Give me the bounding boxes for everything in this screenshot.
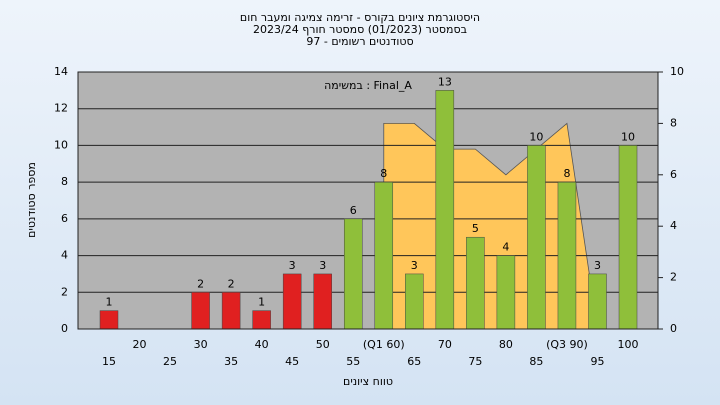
y-tick-label: 10 bbox=[54, 138, 68, 151]
value-label: 5 bbox=[472, 222, 479, 235]
value-label: 13 bbox=[438, 75, 452, 88]
value-label: 3 bbox=[594, 259, 601, 272]
x-tick-label: 25 bbox=[163, 355, 177, 368]
bar bbox=[252, 310, 271, 330]
value-label: 10 bbox=[621, 130, 635, 143]
x-tick-label: 35 bbox=[224, 355, 238, 368]
y-tick-label: 4 bbox=[61, 249, 68, 262]
y-tick-label: 12 bbox=[54, 102, 68, 115]
value-label: 3 bbox=[289, 259, 296, 272]
x-tick-label: 70 bbox=[438, 338, 452, 351]
annotation: במשימה : Final_A bbox=[324, 79, 412, 92]
title-line: היסטוגרמת ציונים בקורס - זרימה צמיגה ומע… bbox=[240, 11, 480, 24]
bar bbox=[588, 273, 607, 330]
x-tick-label: 20 bbox=[133, 338, 147, 351]
bar bbox=[282, 273, 302, 330]
bar bbox=[435, 90, 455, 330]
y-tick-label: 6 bbox=[61, 212, 68, 225]
bar bbox=[618, 145, 638, 330]
title-line: סטודנטים רשומים - 97 bbox=[306, 35, 413, 48]
x-tick-label: (Q3 90) bbox=[546, 338, 588, 351]
value-label: 2 bbox=[197, 277, 204, 290]
y-tick-label: 2 bbox=[61, 285, 68, 298]
x-tick-label: 100 bbox=[618, 338, 639, 351]
bar bbox=[343, 218, 363, 330]
x-tick-label: 75 bbox=[468, 355, 482, 368]
x-tick-label: (Q1 60) bbox=[363, 338, 405, 351]
x-axis-label: טווח ציונים bbox=[343, 375, 393, 388]
value-label: 8 bbox=[380, 167, 387, 180]
x-tick-label: 50 bbox=[316, 338, 330, 351]
x-tick-label: 45 bbox=[285, 355, 299, 368]
bar bbox=[496, 255, 516, 330]
y2-tick-label: 10 bbox=[670, 65, 684, 78]
plot-border bbox=[77, 71, 659, 330]
value-label: 3 bbox=[319, 259, 326, 272]
value-label: 3 bbox=[411, 259, 418, 272]
x-tick-label: 40 bbox=[255, 338, 269, 351]
value-label: 8 bbox=[563, 167, 570, 180]
y2-tick-label: 0 bbox=[670, 322, 677, 335]
y-tick-label: 14 bbox=[54, 65, 68, 78]
y-tick-label: 0 bbox=[61, 322, 68, 335]
value-label: 6 bbox=[350, 204, 357, 217]
title-line: בסמסטר (01/2023) סמסטר חורף 2023/24 bbox=[253, 23, 467, 36]
bar bbox=[405, 273, 424, 330]
bar bbox=[191, 292, 210, 330]
x-tick-label: 30 bbox=[194, 338, 208, 351]
value-label: 2 bbox=[228, 277, 235, 290]
x-tick-label: 85 bbox=[529, 355, 543, 368]
bar bbox=[527, 145, 546, 330]
y2-tick-label: 2 bbox=[670, 271, 677, 284]
bar bbox=[99, 310, 119, 330]
bar bbox=[221, 292, 241, 330]
y-axis-label: מספר סטודנטים bbox=[25, 162, 38, 238]
x-tick-label: 15 bbox=[102, 355, 116, 368]
y2-tick-label: 8 bbox=[670, 116, 677, 129]
y2-tick-label: 6 bbox=[670, 168, 677, 181]
bar bbox=[374, 181, 394, 330]
x-tick-label: 95 bbox=[590, 355, 604, 368]
y2-tick-label: 4 bbox=[670, 219, 677, 232]
bar bbox=[313, 273, 332, 330]
x-tick-label: 55 bbox=[346, 355, 360, 368]
value-label: 4 bbox=[502, 241, 509, 254]
bar bbox=[557, 181, 577, 330]
x-tick-label: 65 bbox=[407, 355, 421, 368]
value-label: 10 bbox=[529, 130, 543, 143]
bar bbox=[466, 236, 485, 330]
value-label: 1 bbox=[106, 296, 113, 309]
y-tick-label: 8 bbox=[61, 175, 68, 188]
value-label: 1 bbox=[258, 296, 265, 309]
x-tick-label: 80 bbox=[499, 338, 513, 351]
